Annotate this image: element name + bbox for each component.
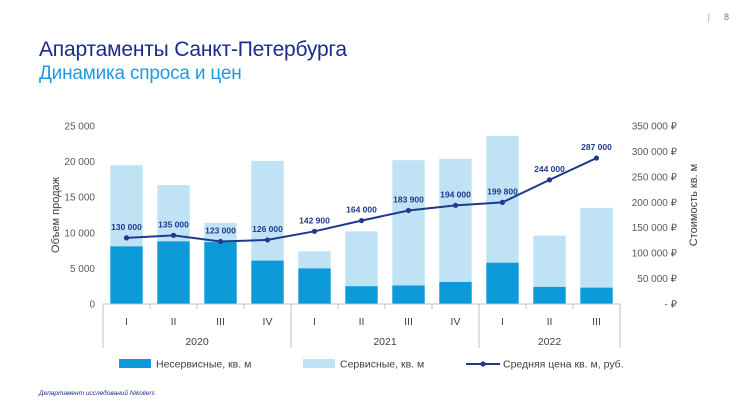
bar-service bbox=[157, 185, 190, 242]
price-data-label: 183 900 bbox=[393, 194, 424, 204]
page-number-value: 8 bbox=[723, 12, 729, 22]
price-point bbox=[499, 199, 506, 205]
price-data-label: 164 000 bbox=[346, 205, 377, 215]
price-data-label: 244 000 bbox=[534, 164, 565, 174]
legend-swatch-service bbox=[303, 359, 335, 368]
legend-swatch-non-service bbox=[119, 359, 151, 368]
legend-label-service: Сервисные, кв. м bbox=[340, 359, 424, 371]
x-group-label: 2020 bbox=[185, 336, 209, 348]
x-group-label: 2022 bbox=[538, 336, 562, 348]
bar-non-service bbox=[110, 246, 143, 304]
y-tick-label: 15 000 bbox=[64, 193, 95, 204]
x-tick-label: III bbox=[404, 316, 413, 328]
footer-source: Департамент исследований Nikoliers bbox=[39, 390, 155, 397]
x-tick-label: I bbox=[313, 316, 316, 328]
y-tick-label: 10 000 bbox=[64, 228, 95, 239]
bar-non-service bbox=[345, 286, 378, 304]
x-tick-label: IV bbox=[451, 316, 461, 328]
x-tick-label: I bbox=[501, 316, 504, 328]
bar-service bbox=[110, 165, 143, 247]
bar-non-service bbox=[439, 281, 472, 304]
price-line bbox=[126, 157, 597, 243]
bar-non-service bbox=[298, 268, 331, 304]
y2-tick-label: 350 000 ₽ bbox=[632, 122, 678, 133]
bar-service bbox=[204, 222, 237, 243]
x-tick-label: IV bbox=[263, 316, 273, 328]
x-tick-label: II bbox=[171, 316, 177, 328]
price-data-label: 142 900 bbox=[299, 215, 330, 225]
x-group-label: 2021 bbox=[373, 336, 397, 348]
price-point bbox=[452, 202, 459, 208]
price-point bbox=[311, 228, 318, 234]
bar-non-service bbox=[157, 241, 190, 304]
bar-service bbox=[486, 135, 519, 263]
price-data-label: 126 000 bbox=[252, 224, 283, 234]
y2-tick-label: 150 000 ₽ bbox=[632, 223, 678, 234]
y2-tick-label: 300 000 ₽ bbox=[632, 147, 678, 158]
bar-service bbox=[533, 235, 566, 287]
x-tick-label: III bbox=[216, 316, 225, 328]
page-number-separator: | bbox=[707, 12, 710, 22]
price-point bbox=[170, 232, 177, 238]
y-axis-label: Объем продаж bbox=[50, 176, 62, 253]
bar-non-service bbox=[486, 262, 519, 304]
page-title: Апартаменты Санкт-Петербурга bbox=[39, 38, 347, 61]
price-data-label: 130 000 bbox=[111, 222, 142, 232]
price-point bbox=[123, 235, 130, 241]
bar-service bbox=[580, 207, 613, 288]
x-tick-label: II bbox=[547, 316, 553, 328]
price-point bbox=[593, 155, 600, 161]
bar-non-service bbox=[533, 286, 566, 304]
legend-marker-price bbox=[480, 361, 486, 367]
bar-service bbox=[251, 160, 284, 261]
price-point bbox=[405, 207, 412, 214]
y-tick-label: 25 000 bbox=[64, 122, 95, 133]
price-data-label: 194 000 bbox=[440, 189, 471, 199]
legend-label-non-service: Несервисные, кв. м bbox=[156, 359, 251, 371]
bar-non-service bbox=[204, 242, 237, 304]
x-tick-label: I bbox=[125, 316, 128, 328]
y2-tick-label: 50 000 ₽ bbox=[637, 274, 677, 285]
x-tick-label: III bbox=[592, 316, 601, 328]
price-point bbox=[358, 217, 365, 224]
bar-non-service bbox=[580, 287, 613, 304]
price-data-label: 135 000 bbox=[158, 219, 189, 229]
bar-service bbox=[392, 160, 425, 286]
y-tick-label: 0 bbox=[89, 300, 95, 311]
price-point bbox=[264, 237, 271, 243]
bar-service bbox=[439, 158, 472, 282]
page-subtitle: Динамика спроса и цен bbox=[39, 63, 242, 84]
legend-label-price: Средняя цена кв. м, руб. bbox=[503, 359, 624, 371]
y2-axis-label: Стоимость кв. м bbox=[688, 164, 700, 246]
bar-service bbox=[345, 231, 378, 287]
y2-tick-label: 200 000 ₽ bbox=[632, 198, 678, 209]
price-point bbox=[546, 177, 553, 183]
y2-tick-label: 250 000 ₽ bbox=[632, 172, 678, 183]
y-tick-label: 5 000 bbox=[70, 264, 95, 275]
y2-tick-label: - ₽ bbox=[665, 300, 678, 311]
bar-non-service bbox=[392, 285, 425, 304]
y2-tick-label: 100 000 ₽ bbox=[632, 249, 678, 260]
price-point bbox=[217, 238, 224, 245]
bar-service bbox=[298, 251, 331, 269]
y-tick-label: 20 000 bbox=[64, 157, 95, 168]
price-data-label: 287 000 bbox=[581, 142, 612, 152]
x-tick-label: II bbox=[359, 316, 365, 328]
price-data-label: 123 000 bbox=[205, 225, 236, 235]
page-number: | 8 bbox=[708, 12, 729, 22]
bar-non-service bbox=[251, 260, 284, 304]
price-data-label: 199 800 bbox=[487, 186, 518, 196]
